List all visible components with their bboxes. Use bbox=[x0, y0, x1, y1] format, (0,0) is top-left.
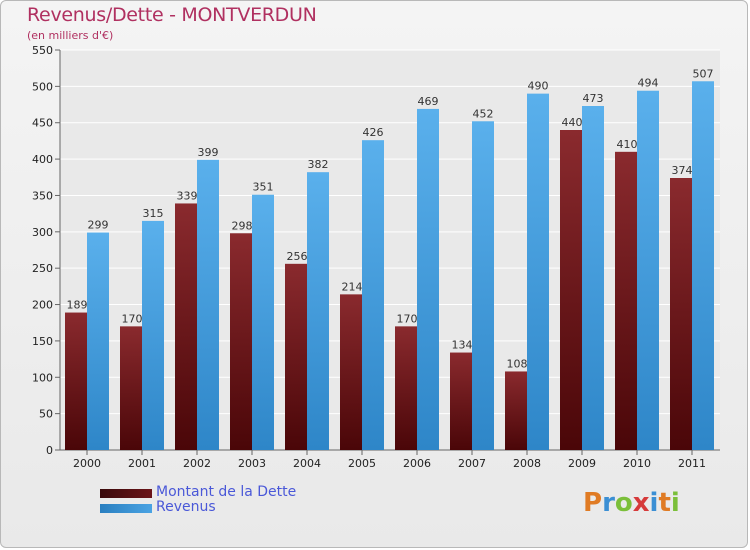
x-tick-label: 2008 bbox=[513, 457, 541, 470]
bar-revenus bbox=[527, 93, 549, 451]
proxiti-logo: Proxiti bbox=[583, 488, 680, 518]
logo-letter: r bbox=[602, 488, 615, 518]
axes bbox=[55, 49, 720, 455]
logo-letter: x bbox=[632, 488, 650, 518]
legend-swatch-revenus bbox=[100, 504, 152, 513]
data-label-revenus: 351 bbox=[253, 181, 274, 194]
bar-revenus bbox=[692, 81, 714, 450]
y-tick-label: 150 bbox=[32, 335, 53, 348]
data-label-dette: 374 bbox=[672, 164, 693, 177]
x-tick-label: 2010 bbox=[623, 457, 651, 470]
bar-dette bbox=[230, 233, 252, 450]
data-label-revenus: 382 bbox=[308, 158, 329, 171]
data-label-dette: 214 bbox=[342, 280, 363, 293]
legend-label-revenus: Revenus bbox=[156, 499, 216, 515]
data-label-revenus: 473 bbox=[583, 92, 604, 105]
x-tick-label: 2003 bbox=[238, 457, 266, 470]
data-label-dette: 410 bbox=[617, 138, 638, 151]
bar-dette bbox=[670, 178, 692, 450]
bar-revenus bbox=[252, 194, 274, 450]
y-tick-label: 0 bbox=[46, 444, 53, 457]
y-tick-label: 200 bbox=[32, 299, 53, 312]
data-label-revenus: 507 bbox=[693, 67, 714, 80]
bar-revenus bbox=[582, 106, 604, 450]
data-label-revenus: 315 bbox=[143, 207, 164, 220]
bar-dette bbox=[560, 130, 582, 450]
bar-dette bbox=[120, 326, 142, 450]
bars bbox=[65, 81, 714, 451]
data-label-dette: 339 bbox=[177, 189, 198, 202]
grid-lines bbox=[60, 49, 720, 451]
bar-revenus bbox=[87, 232, 109, 450]
data-label-revenus: 490 bbox=[528, 80, 549, 93]
x-tick-label: 2004 bbox=[293, 457, 321, 470]
bar-revenus bbox=[637, 90, 659, 451]
plot-area bbox=[60, 50, 720, 450]
y-tick-label: 500 bbox=[32, 80, 53, 93]
bar-revenus bbox=[307, 172, 329, 450]
logo-letter: t bbox=[658, 488, 671, 518]
data-label-dette: 170 bbox=[122, 312, 143, 325]
y-tick-label: 100 bbox=[32, 371, 53, 384]
logo-letter: o bbox=[614, 488, 633, 518]
x-tick-label: 2000 bbox=[73, 457, 101, 470]
legend-label-dette: Montant de la Dette bbox=[156, 484, 297, 500]
data-label-dette: 440 bbox=[562, 116, 583, 129]
bar-revenus bbox=[362, 140, 384, 450]
bar-dette bbox=[285, 263, 307, 450]
x-tick-label: 2007 bbox=[458, 457, 486, 470]
legend-swatch-dette bbox=[100, 489, 152, 498]
logo-letter: i bbox=[649, 488, 659, 518]
bar-dette bbox=[615, 151, 637, 450]
x-tick-label: 2006 bbox=[403, 457, 431, 470]
bar-dette bbox=[395, 326, 417, 450]
data-label-revenus: 494 bbox=[638, 77, 659, 90]
bar-dette bbox=[505, 371, 527, 450]
chart-title: Revenus/Dette - MONTVERDUN bbox=[27, 4, 317, 26]
bar-dette bbox=[175, 203, 197, 450]
x-tick-label: 2011 bbox=[678, 457, 706, 470]
data-label-revenus: 299 bbox=[88, 219, 109, 232]
data-label-revenus: 452 bbox=[473, 107, 494, 120]
y-tick-label: 450 bbox=[32, 117, 53, 130]
x-tick-label: 2009 bbox=[568, 457, 596, 470]
bar-dette bbox=[450, 352, 472, 450]
logo-letter: i bbox=[670, 488, 680, 518]
data-labels: 189 299 170 315 339 399 298 351 256 382 214 426 170 4… bbox=[67, 67, 714, 370]
bar-revenus bbox=[472, 121, 494, 450]
bar-dette bbox=[65, 312, 87, 450]
bar-revenus bbox=[417, 108, 439, 450]
x-tick-label: 2005 bbox=[348, 457, 376, 470]
y-tick-label: 50 bbox=[39, 408, 53, 421]
x-tick-label: 2002 bbox=[183, 457, 211, 470]
bar-dette bbox=[340, 294, 362, 450]
bar-revenus bbox=[197, 159, 219, 450]
y-tick-label: 350 bbox=[32, 189, 53, 202]
data-label-dette: 298 bbox=[232, 219, 253, 232]
logo-letter: P bbox=[583, 488, 603, 518]
data-label-dette: 256 bbox=[287, 250, 308, 263]
data-label-dette: 170 bbox=[397, 312, 418, 325]
tick-labels: 0 50 100 150 200 250 300 350 400 450 500 550 2000 200… bbox=[32, 44, 706, 470]
chart-subtitle: (en milliers d'€) bbox=[27, 29, 114, 42]
data-label-dette: 108 bbox=[507, 357, 528, 370]
data-label-dette: 134 bbox=[452, 339, 473, 352]
x-tick-label: 2001 bbox=[128, 457, 156, 470]
data-label-dette: 189 bbox=[67, 299, 88, 312]
y-tick-label: 550 bbox=[32, 44, 53, 57]
y-tick-label: 250 bbox=[32, 262, 53, 275]
data-label-revenus: 469 bbox=[418, 95, 439, 108]
y-tick-label: 400 bbox=[32, 153, 53, 166]
data-label-revenus: 426 bbox=[363, 126, 384, 139]
data-label-revenus: 399 bbox=[198, 146, 219, 159]
bar-revenus bbox=[142, 220, 164, 450]
y-tick-label: 300 bbox=[32, 226, 53, 239]
